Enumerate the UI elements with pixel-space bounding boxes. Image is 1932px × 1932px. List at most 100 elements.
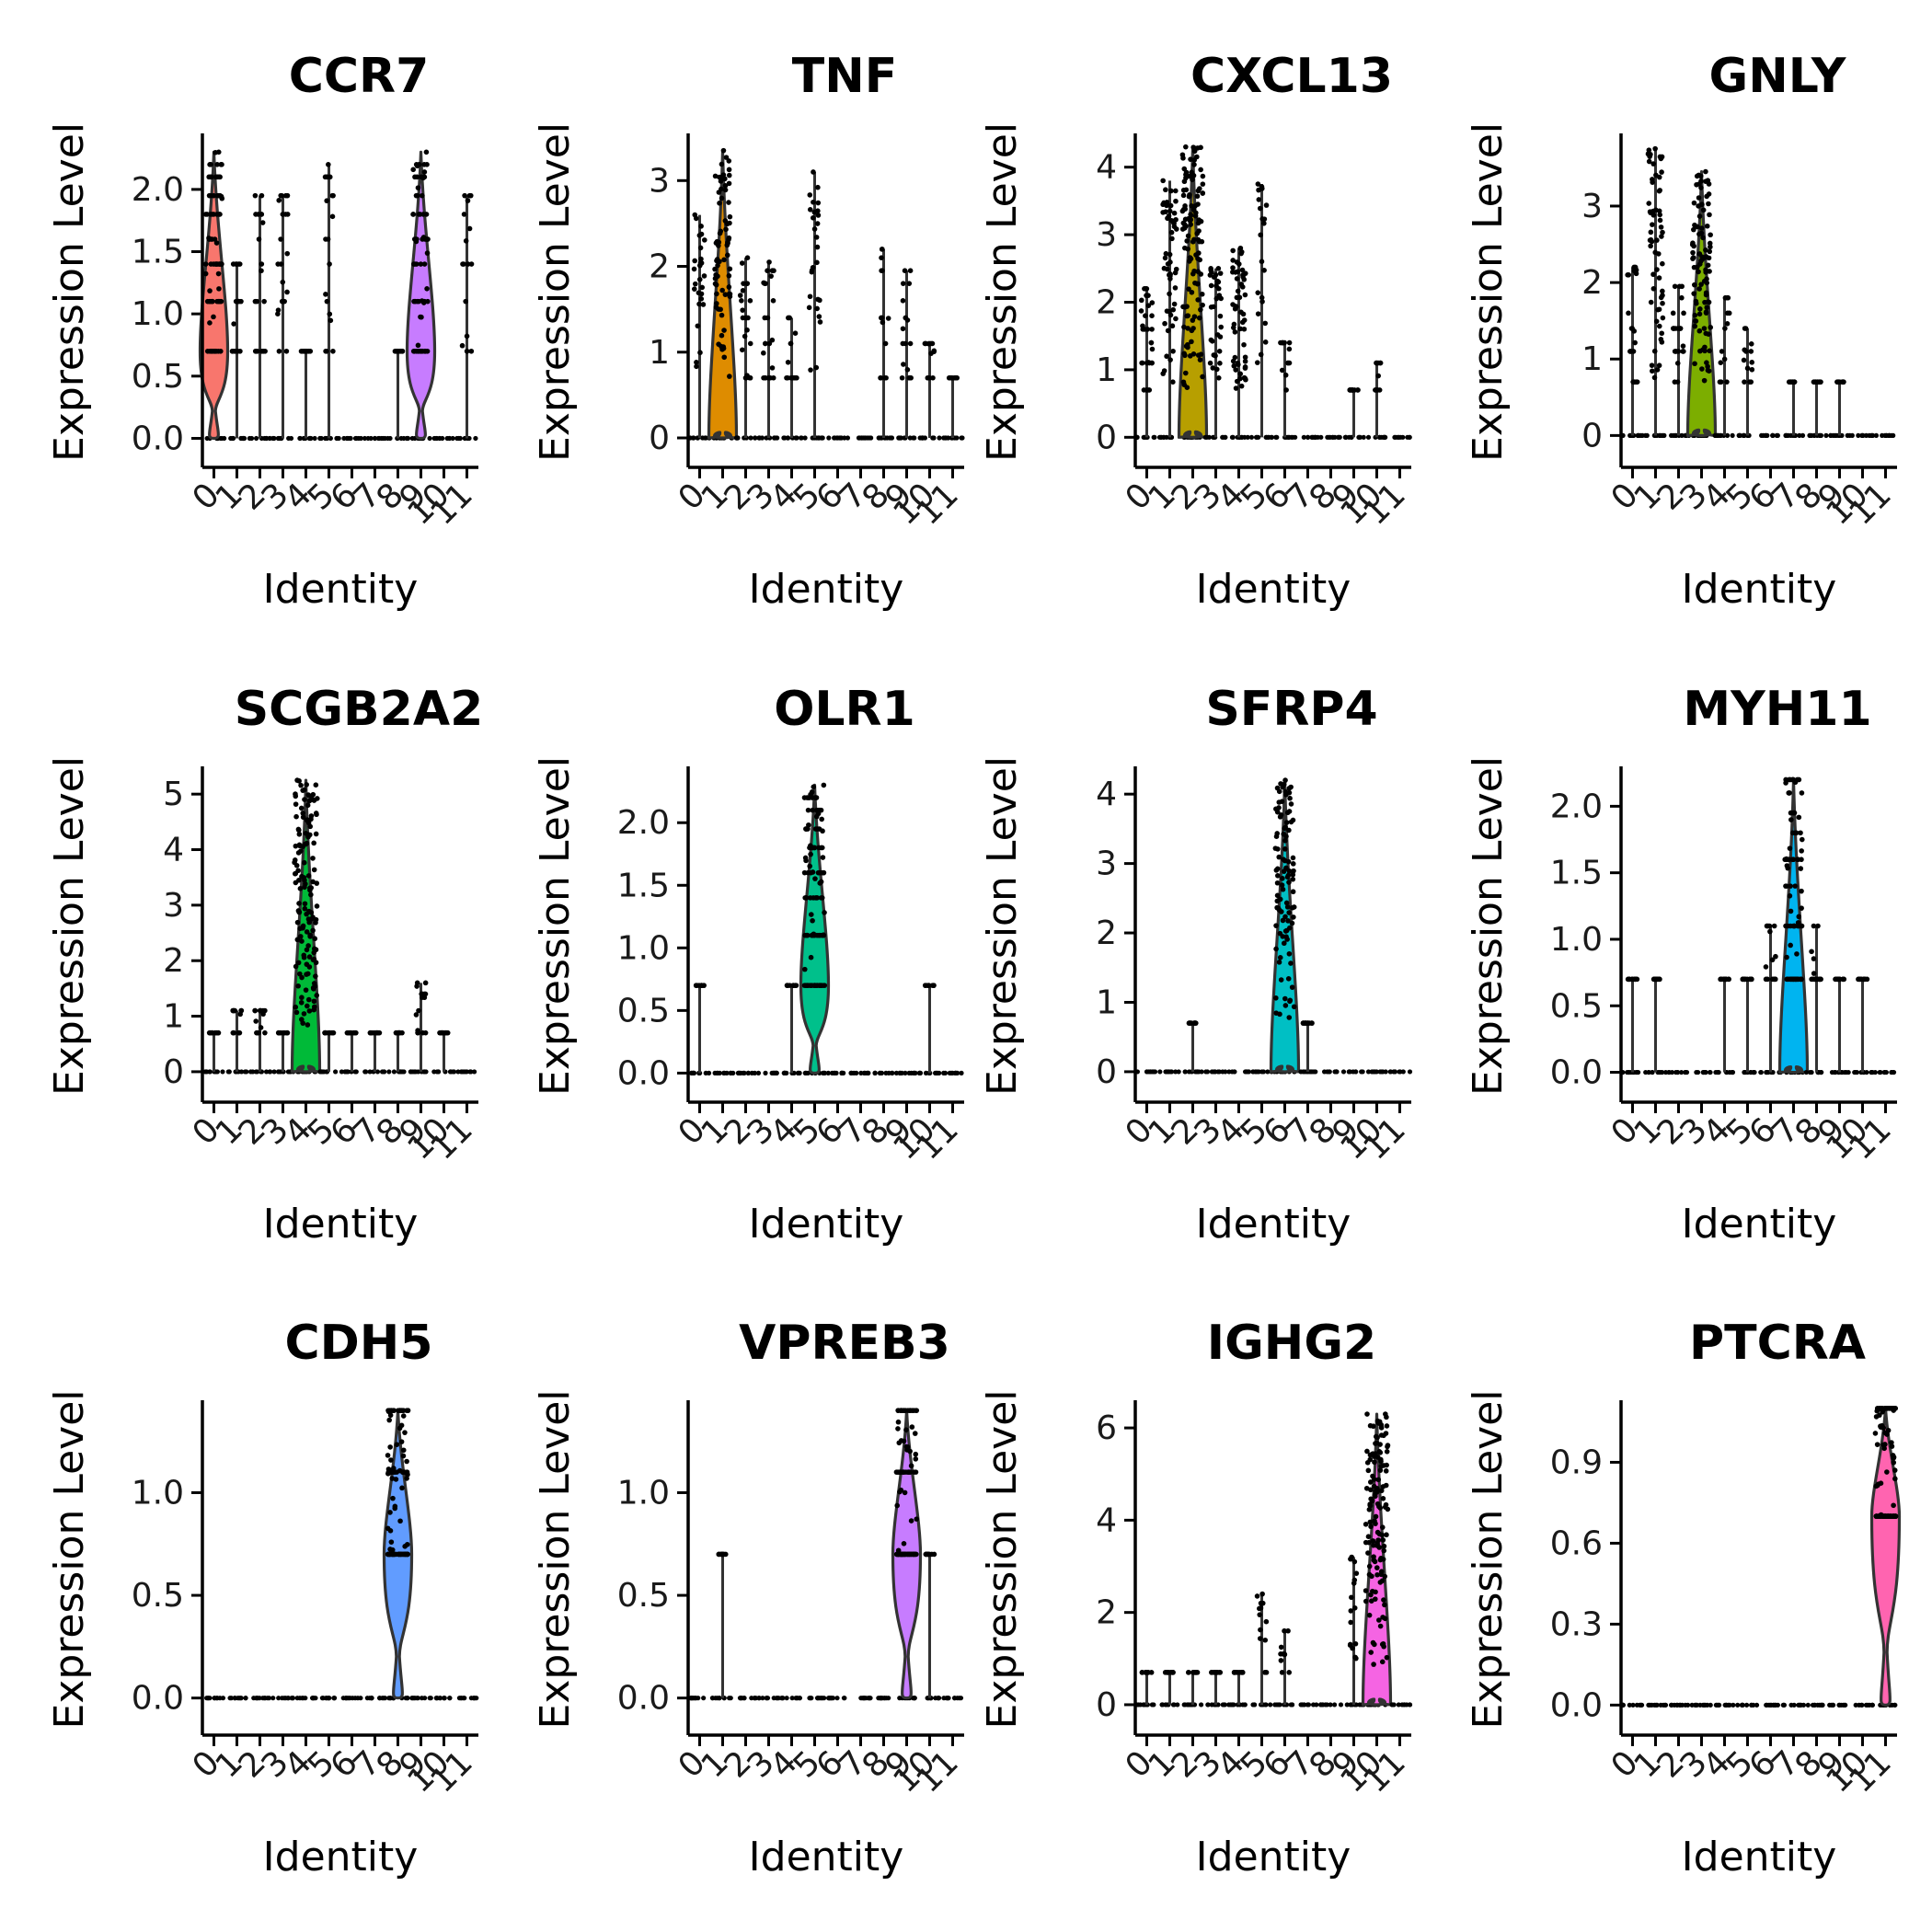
data-point: [1242, 354, 1248, 361]
data-point: [1634, 1702, 1639, 1708]
data-point: [1180, 192, 1187, 199]
data-point: [1206, 434, 1212, 440]
data-point: [1367, 1501, 1373, 1507]
data-point: [296, 778, 302, 784]
data-point: [331, 1696, 337, 1701]
data-point: [304, 911, 309, 917]
data-point: [826, 1696, 833, 1701]
data-point: [375, 435, 381, 442]
data-point: [1719, 379, 1724, 385]
data-point: [304, 961, 310, 967]
data-point: [1856, 432, 1861, 438]
data-point: [698, 260, 705, 266]
data-point: [887, 435, 892, 441]
data-point: [1769, 957, 1776, 963]
data-point: [1632, 976, 1639, 983]
data-point: [1209, 1702, 1214, 1708]
data-point: [1282, 1627, 1287, 1634]
data-point: [437, 1696, 443, 1701]
data-point: [1299, 1702, 1305, 1708]
y-tick-label: 1.0: [617, 1474, 670, 1512]
data-point: [436, 1069, 442, 1075]
data-point: [392, 1503, 398, 1510]
data-point: [718, 228, 724, 235]
data-point: [765, 268, 770, 273]
data-point: [1679, 1069, 1685, 1075]
data-point: [879, 247, 885, 252]
data-point: [1238, 249, 1245, 255]
data-point: [253, 435, 259, 442]
y-tick-label: 0.5: [1550, 987, 1603, 1025]
data-point: [1781, 1702, 1788, 1708]
data-point: [1277, 896, 1283, 903]
data-point: [811, 199, 816, 205]
data-point: [1189, 339, 1194, 345]
data-point: [1283, 834, 1289, 839]
y-tick-label: 0.0: [617, 1680, 670, 1718]
data-point: [914, 1516, 920, 1522]
data-point: [912, 1696, 917, 1701]
data-point: [213, 261, 218, 267]
data-point: [293, 1004, 299, 1010]
data-point: [886, 1696, 891, 1701]
data-point: [1800, 432, 1806, 438]
data-point: [1209, 1670, 1214, 1675]
data-point: [1187, 1020, 1193, 1026]
data-point: [740, 288, 746, 293]
data-point: [1758, 1069, 1764, 1075]
data-point: [726, 172, 732, 178]
data-point: [1748, 349, 1754, 354]
data-point: [1784, 432, 1789, 438]
data-point: [1374, 360, 1380, 366]
data-point: [814, 221, 821, 226]
data-point: [898, 1438, 904, 1443]
data-point: [753, 435, 758, 441]
data-point: [311, 1696, 316, 1701]
data-point: [416, 1007, 421, 1014]
data-point: [1742, 379, 1747, 385]
data-point: [1214, 278, 1221, 284]
data-point: [1281, 940, 1287, 947]
data-point: [260, 348, 267, 354]
data-point: [289, 1696, 294, 1701]
data-point: [1627, 432, 1633, 438]
data-point: [900, 281, 906, 286]
data-point: [1788, 1702, 1794, 1708]
data-point: [214, 192, 221, 199]
data-point: [912, 435, 917, 441]
data-point: [726, 180, 732, 187]
data-point: [1137, 1702, 1144, 1708]
data-point: [1234, 294, 1240, 301]
data-point: [1771, 976, 1777, 983]
data-point: [1216, 349, 1223, 354]
violin-cluster-1: [707, 149, 739, 440]
data-point: [1367, 1452, 1374, 1458]
data-point: [811, 226, 818, 232]
y-axis-label: Expression Level: [979, 756, 1026, 1096]
data-point: [899, 374, 905, 381]
data-point: [1694, 1702, 1700, 1708]
data-point: [694, 363, 699, 370]
y-tick-label: 4: [1096, 149, 1117, 187]
data-point: [312, 435, 317, 442]
data-point: [820, 855, 826, 860]
data-point: [769, 337, 776, 343]
data-point: [1835, 379, 1842, 385]
data-point: [903, 1427, 909, 1432]
data-point: [1274, 866, 1281, 872]
data-point: [1167, 208, 1173, 214]
data-point: [959, 435, 964, 441]
data-point: [756, 1696, 762, 1701]
data-point: [1805, 1702, 1811, 1708]
data-point: [1378, 1488, 1385, 1494]
data-point: [1283, 865, 1289, 871]
data-point: [1170, 306, 1177, 313]
data-point: [802, 435, 808, 441]
data-point: [1818, 1702, 1823, 1708]
data-point: [1282, 372, 1289, 378]
data-point: [444, 435, 450, 442]
data-point: [390, 1495, 396, 1501]
x-axis-label: Identity: [749, 1834, 904, 1880]
data-point: [1311, 1069, 1317, 1075]
